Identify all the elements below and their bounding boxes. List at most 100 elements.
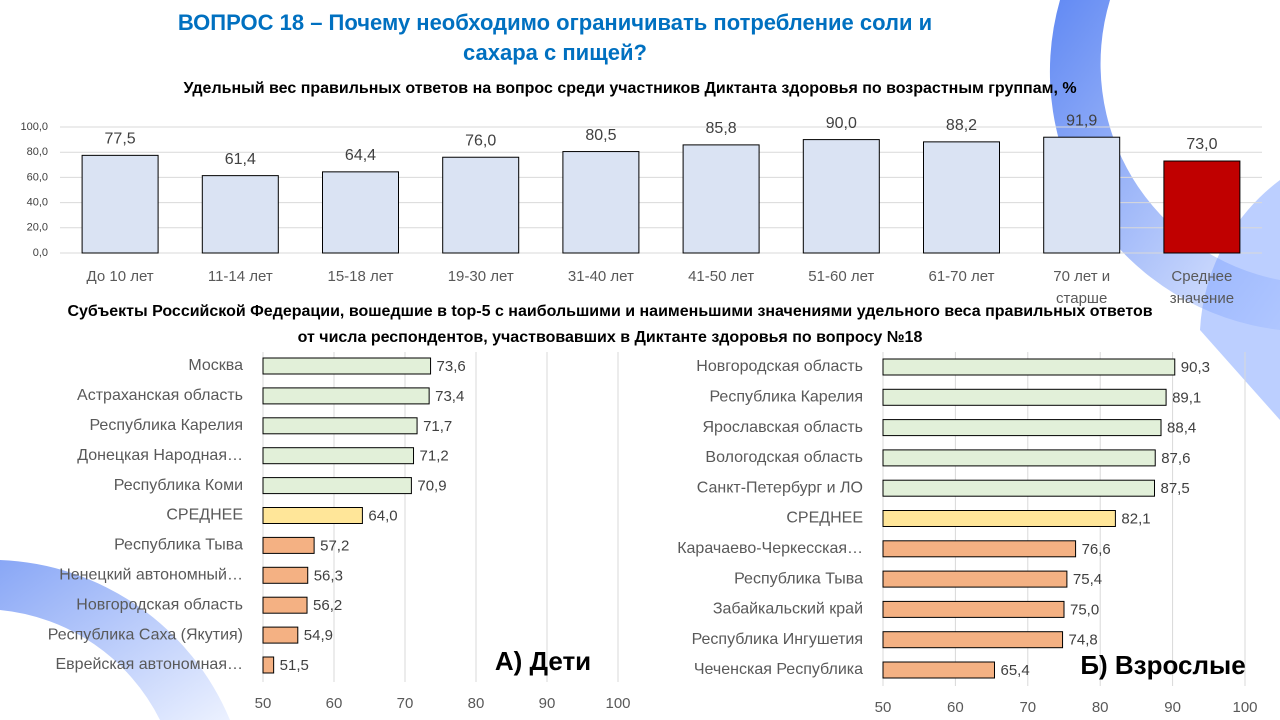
bar <box>882 661 995 679</box>
value-label: 75,0 <box>1070 601 1099 618</box>
annotation: Б) Взрослые <box>1080 650 1245 680</box>
value-label: 71,7 <box>423 418 452 435</box>
y-tick-label: Еврейская автономная… <box>56 656 244 673</box>
bar <box>81 154 159 254</box>
value-label: 87,5 <box>1161 480 1190 497</box>
y-tick-label: Республика Тыва <box>734 570 863 587</box>
y-tick-label: 80,0 <box>27 146 48 158</box>
slide-title: ВОПРОС 18 – Почему необходимо ограничива… <box>177 10 933 65</box>
value-label: 71,2 <box>420 448 449 465</box>
value-label: 54,9 <box>304 627 333 644</box>
x-tick-label: 41-50 лет <box>688 268 755 285</box>
x-tick-label: 100 <box>1232 699 1257 716</box>
y-tick-label: Карачаево-Черкесская… <box>677 540 863 557</box>
value-label: 76,6 <box>1082 541 1111 558</box>
bar <box>262 566 309 584</box>
value-label: 64,0 <box>368 507 397 524</box>
bar <box>882 510 1116 527</box>
bar <box>262 507 363 524</box>
y-tick-label: Ненецкий автономный… <box>59 567 243 584</box>
value-label: 87,6 <box>1161 450 1190 467</box>
y-tick-label: Астраханская область <box>77 387 243 404</box>
bar <box>882 540 1077 558</box>
value-label: 51,5 <box>280 657 309 674</box>
y-tick-label: 40,0 <box>27 197 48 209</box>
value-label: 73,4 <box>435 388 464 405</box>
x-tick-label: 51-60 лет <box>808 268 875 285</box>
y-tick-label: Донецкая Народная… <box>77 447 243 464</box>
value-label: 73,6 <box>437 358 466 375</box>
bar <box>882 600 1065 618</box>
y-tick-label: Республика Карелия <box>89 417 243 434</box>
value-label: 56,2 <box>313 597 342 614</box>
x-tick-label: 60 <box>326 695 343 712</box>
x-tick-label: 80 <box>468 695 485 712</box>
y-tick-label: Новгородская область <box>76 596 243 613</box>
x-tick-label: 50 <box>255 695 272 712</box>
x-tick-label: 15-18 лет <box>327 268 394 285</box>
x-tick-label: 60 <box>947 699 964 716</box>
chart-title: Удельный вес правильных ответов на вопро… <box>183 80 1076 97</box>
bar <box>262 536 315 554</box>
value-label: 64,4 <box>345 147 376 164</box>
bar <box>262 477 412 495</box>
y-tick-label: СРЕДНЕЕ <box>166 507 243 524</box>
y-tick-label: 20,0 <box>27 222 48 234</box>
value-label: 70,9 <box>417 478 446 495</box>
bar <box>262 626 299 644</box>
value-label: 73,0 <box>1186 136 1217 153</box>
value-label: 74,8 <box>1069 632 1098 649</box>
y-tick-label: Забайкальский край <box>713 601 863 618</box>
bar <box>1163 160 1241 254</box>
section-title: Субъекты Российской Федерации, вошедшие … <box>67 303 1153 346</box>
value-label: 77,5 <box>105 131 136 148</box>
bar <box>882 449 1156 467</box>
x-tick-label: 70 <box>1019 699 1036 716</box>
value-label: 65,4 <box>1000 662 1029 679</box>
decor <box>1200 180 1280 420</box>
y-tick-label: 0,0 <box>33 247 48 259</box>
y-tick-label: Республика Коми <box>114 477 243 494</box>
bar <box>201 175 279 254</box>
x-tick-label: До 10 лет <box>86 268 154 285</box>
bar <box>882 479 1155 497</box>
value-label: 80,5 <box>585 127 616 144</box>
x-tick-label: 31-40 лет <box>567 268 634 285</box>
decor <box>0 560 230 720</box>
x-tick-label: 70 лет и старше <box>1053 268 1111 307</box>
bar <box>442 156 520 254</box>
x-tick-label: 19-30 лет <box>447 268 514 285</box>
y-tick-label: СРЕДНЕЕ <box>786 510 863 527</box>
bar <box>882 631 1064 649</box>
bar <box>1043 136 1121 254</box>
value-label: 76,0 <box>465 132 496 149</box>
y-tick-label: 60,0 <box>27 171 48 183</box>
bar <box>262 656 275 674</box>
bar <box>682 144 760 254</box>
y-tick-label: Ярославская область <box>702 419 863 436</box>
y-tick-label: Республика Карелия <box>709 389 863 406</box>
annotation: А) Дети <box>495 646 591 676</box>
value-label: 82,1 <box>1121 510 1150 527</box>
value-label: 75,4 <box>1073 571 1102 588</box>
bar <box>322 171 399 254</box>
bar <box>882 388 1167 406</box>
x-tick-label: Среднее значение <box>1169 268 1235 307</box>
x-tick-label: 70 <box>397 695 414 712</box>
bar <box>562 151 640 254</box>
value-label: 85,8 <box>706 120 737 137</box>
x-tick-label: 50 <box>875 699 892 716</box>
x-tick-label: 90 <box>539 695 556 712</box>
bar <box>262 387 430 405</box>
y-tick-label: Республика Ингушетия <box>692 631 863 648</box>
y-tick-label: Санкт-Петербург и ЛО <box>697 479 863 496</box>
bar <box>802 139 880 254</box>
value-label: 90,0 <box>826 115 857 132</box>
value-label: 57,2 <box>320 537 349 554</box>
x-tick-label: 80 <box>1092 699 1109 716</box>
value-label: 91,9 <box>1066 112 1097 129</box>
x-tick-label: 11-14 лет <box>207 268 273 285</box>
bar <box>262 357 432 375</box>
